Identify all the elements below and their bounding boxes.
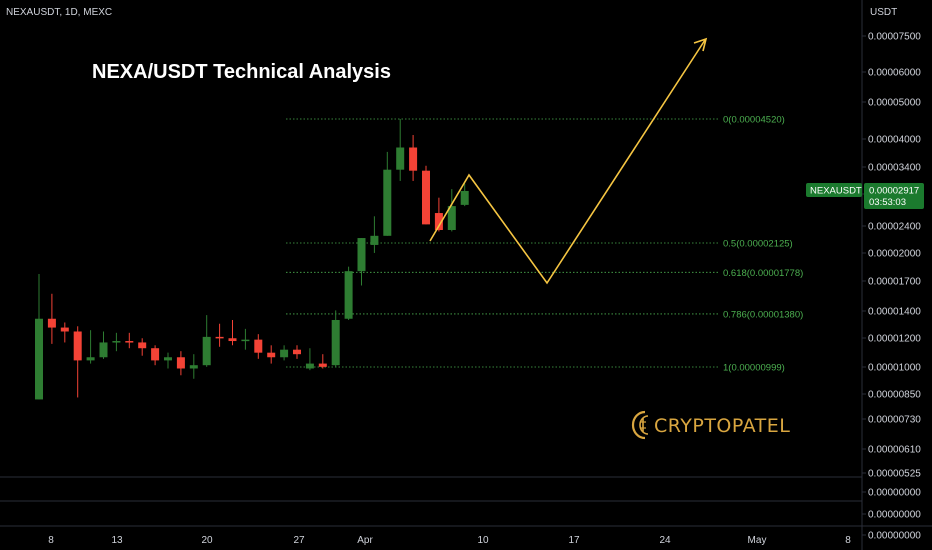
- candle-body: [370, 235, 379, 245]
- price-tick-label: 0.00000730: [868, 415, 921, 426]
- fib-level-label: 0.5(0.00002125): [723, 238, 793, 249]
- fib-level-label: 0.618(0.00001778): [723, 268, 803, 279]
- candle-body: [357, 238, 366, 272]
- candle-body: [293, 349, 301, 355]
- time-tick-label: 13: [111, 535, 123, 546]
- price-tick-label: 0.00001200: [868, 334, 921, 345]
- candle-body: [138, 342, 147, 349]
- cryptopatel-watermark: CRYPTOPATEL: [631, 410, 790, 440]
- candle-body: [189, 365, 198, 369]
- chart-title: NEXA/USDT Technical Analysis: [92, 61, 391, 83]
- candlestick-series: [35, 119, 469, 400]
- price-tick-label: 0.00001700: [868, 277, 921, 288]
- time-tick-label: May: [748, 535, 767, 546]
- candle-body: [164, 357, 172, 361]
- price-projection[interactable]: [429, 37, 708, 285]
- candle-body: [47, 318, 56, 328]
- watermark-text: CRYPTOPATEL: [654, 415, 790, 437]
- candle-body: [215, 336, 224, 339]
- candle-body: [86, 357, 95, 361]
- price-tick-label: 0.00000000: [868, 488, 921, 499]
- time-tick-label: Apr: [357, 535, 373, 546]
- time-tick-label: 17: [568, 535, 580, 546]
- candle-body: [396, 147, 405, 170]
- price-tick-label: 0.00007500: [868, 32, 921, 43]
- price-tick-label: 0.00000525: [868, 469, 921, 480]
- price-tick-label: 0.00001000: [868, 363, 921, 374]
- projection-line: [429, 39, 706, 285]
- currency-label: USDT: [870, 7, 897, 18]
- projection-arrow-icon: [693, 37, 708, 52]
- price-tick-label: 0.00003400: [868, 163, 921, 174]
- cryptopatel-logo-icon: [631, 410, 649, 440]
- candle-body: [254, 339, 263, 353]
- price-tick-label: 0.00001400: [868, 307, 921, 318]
- price-tick-label: 0.00002400: [868, 222, 921, 233]
- candle-body: [60, 327, 69, 332]
- price-tick-label: 0.00000000: [868, 510, 921, 521]
- current-price-badge[interactable]: NEXAUSDT 0.00002917 03:53:03: [806, 183, 924, 209]
- candle-body: [228, 338, 237, 342]
- candle-body: [447, 206, 456, 230]
- candle-body: [99, 342, 108, 358]
- time-tick-label: 8: [48, 535, 54, 546]
- price-tick-label: 0.00000850: [868, 390, 921, 401]
- candle-body: [241, 339, 250, 342]
- time-axis[interactable]: 8 13 20 27 Apr 10 17 24 May 8: [48, 535, 851, 546]
- candle-body: [267, 352, 276, 358]
- candle-body: [305, 363, 314, 369]
- candle-body: [344, 271, 353, 319]
- symbol-tag: [806, 183, 862, 197]
- price-tag-value: 0.00002917: [869, 186, 919, 197]
- candle-body: [73, 331, 82, 361]
- price-tick-label: 0.00000000: [868, 531, 921, 542]
- symbol-header: NEXAUSDT, 1D, MEXC: [6, 7, 112, 18]
- price-tag: [864, 183, 924, 209]
- candle-body: [112, 341, 121, 343]
- price-tick-label: 0.00005000: [868, 98, 921, 109]
- candle-body: [318, 363, 327, 367]
- candle-body: [422, 170, 430, 225]
- candle-body: [280, 349, 289, 358]
- fib-level-label: 1(0.00000999): [723, 363, 785, 374]
- time-tick-label: 20: [201, 535, 213, 546]
- candle-body: [202, 336, 211, 366]
- time-tick-label: 10: [477, 535, 489, 546]
- fib-level-label: 0.786(0.00001380): [723, 309, 803, 320]
- time-tick-label: 24: [659, 535, 671, 546]
- candle-body: [434, 213, 443, 230]
- price-tick-label: 0.00000610: [868, 445, 921, 456]
- candle-body: [125, 341, 134, 343]
- price-tag-countdown: 03:53:03: [869, 197, 906, 208]
- candle-body: [176, 357, 185, 369]
- time-tick-label: 27: [293, 535, 305, 546]
- candle-body: [151, 348, 160, 361]
- time-tick-label: 8: [845, 535, 851, 546]
- candle-body: [35, 318, 43, 400]
- price-tick-label: 0.00004000: [868, 135, 921, 146]
- price-tick-label: 0.00002000: [868, 249, 921, 260]
- symbol-tag-text: NEXAUSDT: [810, 186, 862, 197]
- price-tick-label: 0.00006000: [868, 68, 921, 79]
- candle-body: [409, 147, 418, 171]
- candle-body: [383, 169, 392, 236]
- fib-level-label: 0(0.00004520): [723, 115, 785, 126]
- candle-body: [460, 190, 469, 205]
- fibonacci-retracement[interactable]: 0(0.00004520) 0.5(0.00002125) 0.618(0.0000…: [286, 115, 803, 374]
- candle-body: [331, 319, 340, 366]
